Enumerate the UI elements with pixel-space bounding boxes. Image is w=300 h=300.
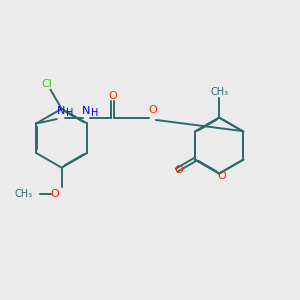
Text: O: O [50,189,59,199]
Text: O: O [148,105,157,115]
Text: Cl: Cl [41,79,52,89]
Text: H: H [66,108,73,118]
Text: H: H [91,108,98,118]
Text: CH₃: CH₃ [210,87,228,97]
Text: CH₃: CH₃ [14,189,32,199]
Text: N: N [57,106,65,116]
Text: O: O [175,165,183,175]
Text: O: O [108,91,117,100]
Text: O: O [217,172,226,182]
Text: N: N [82,106,90,116]
